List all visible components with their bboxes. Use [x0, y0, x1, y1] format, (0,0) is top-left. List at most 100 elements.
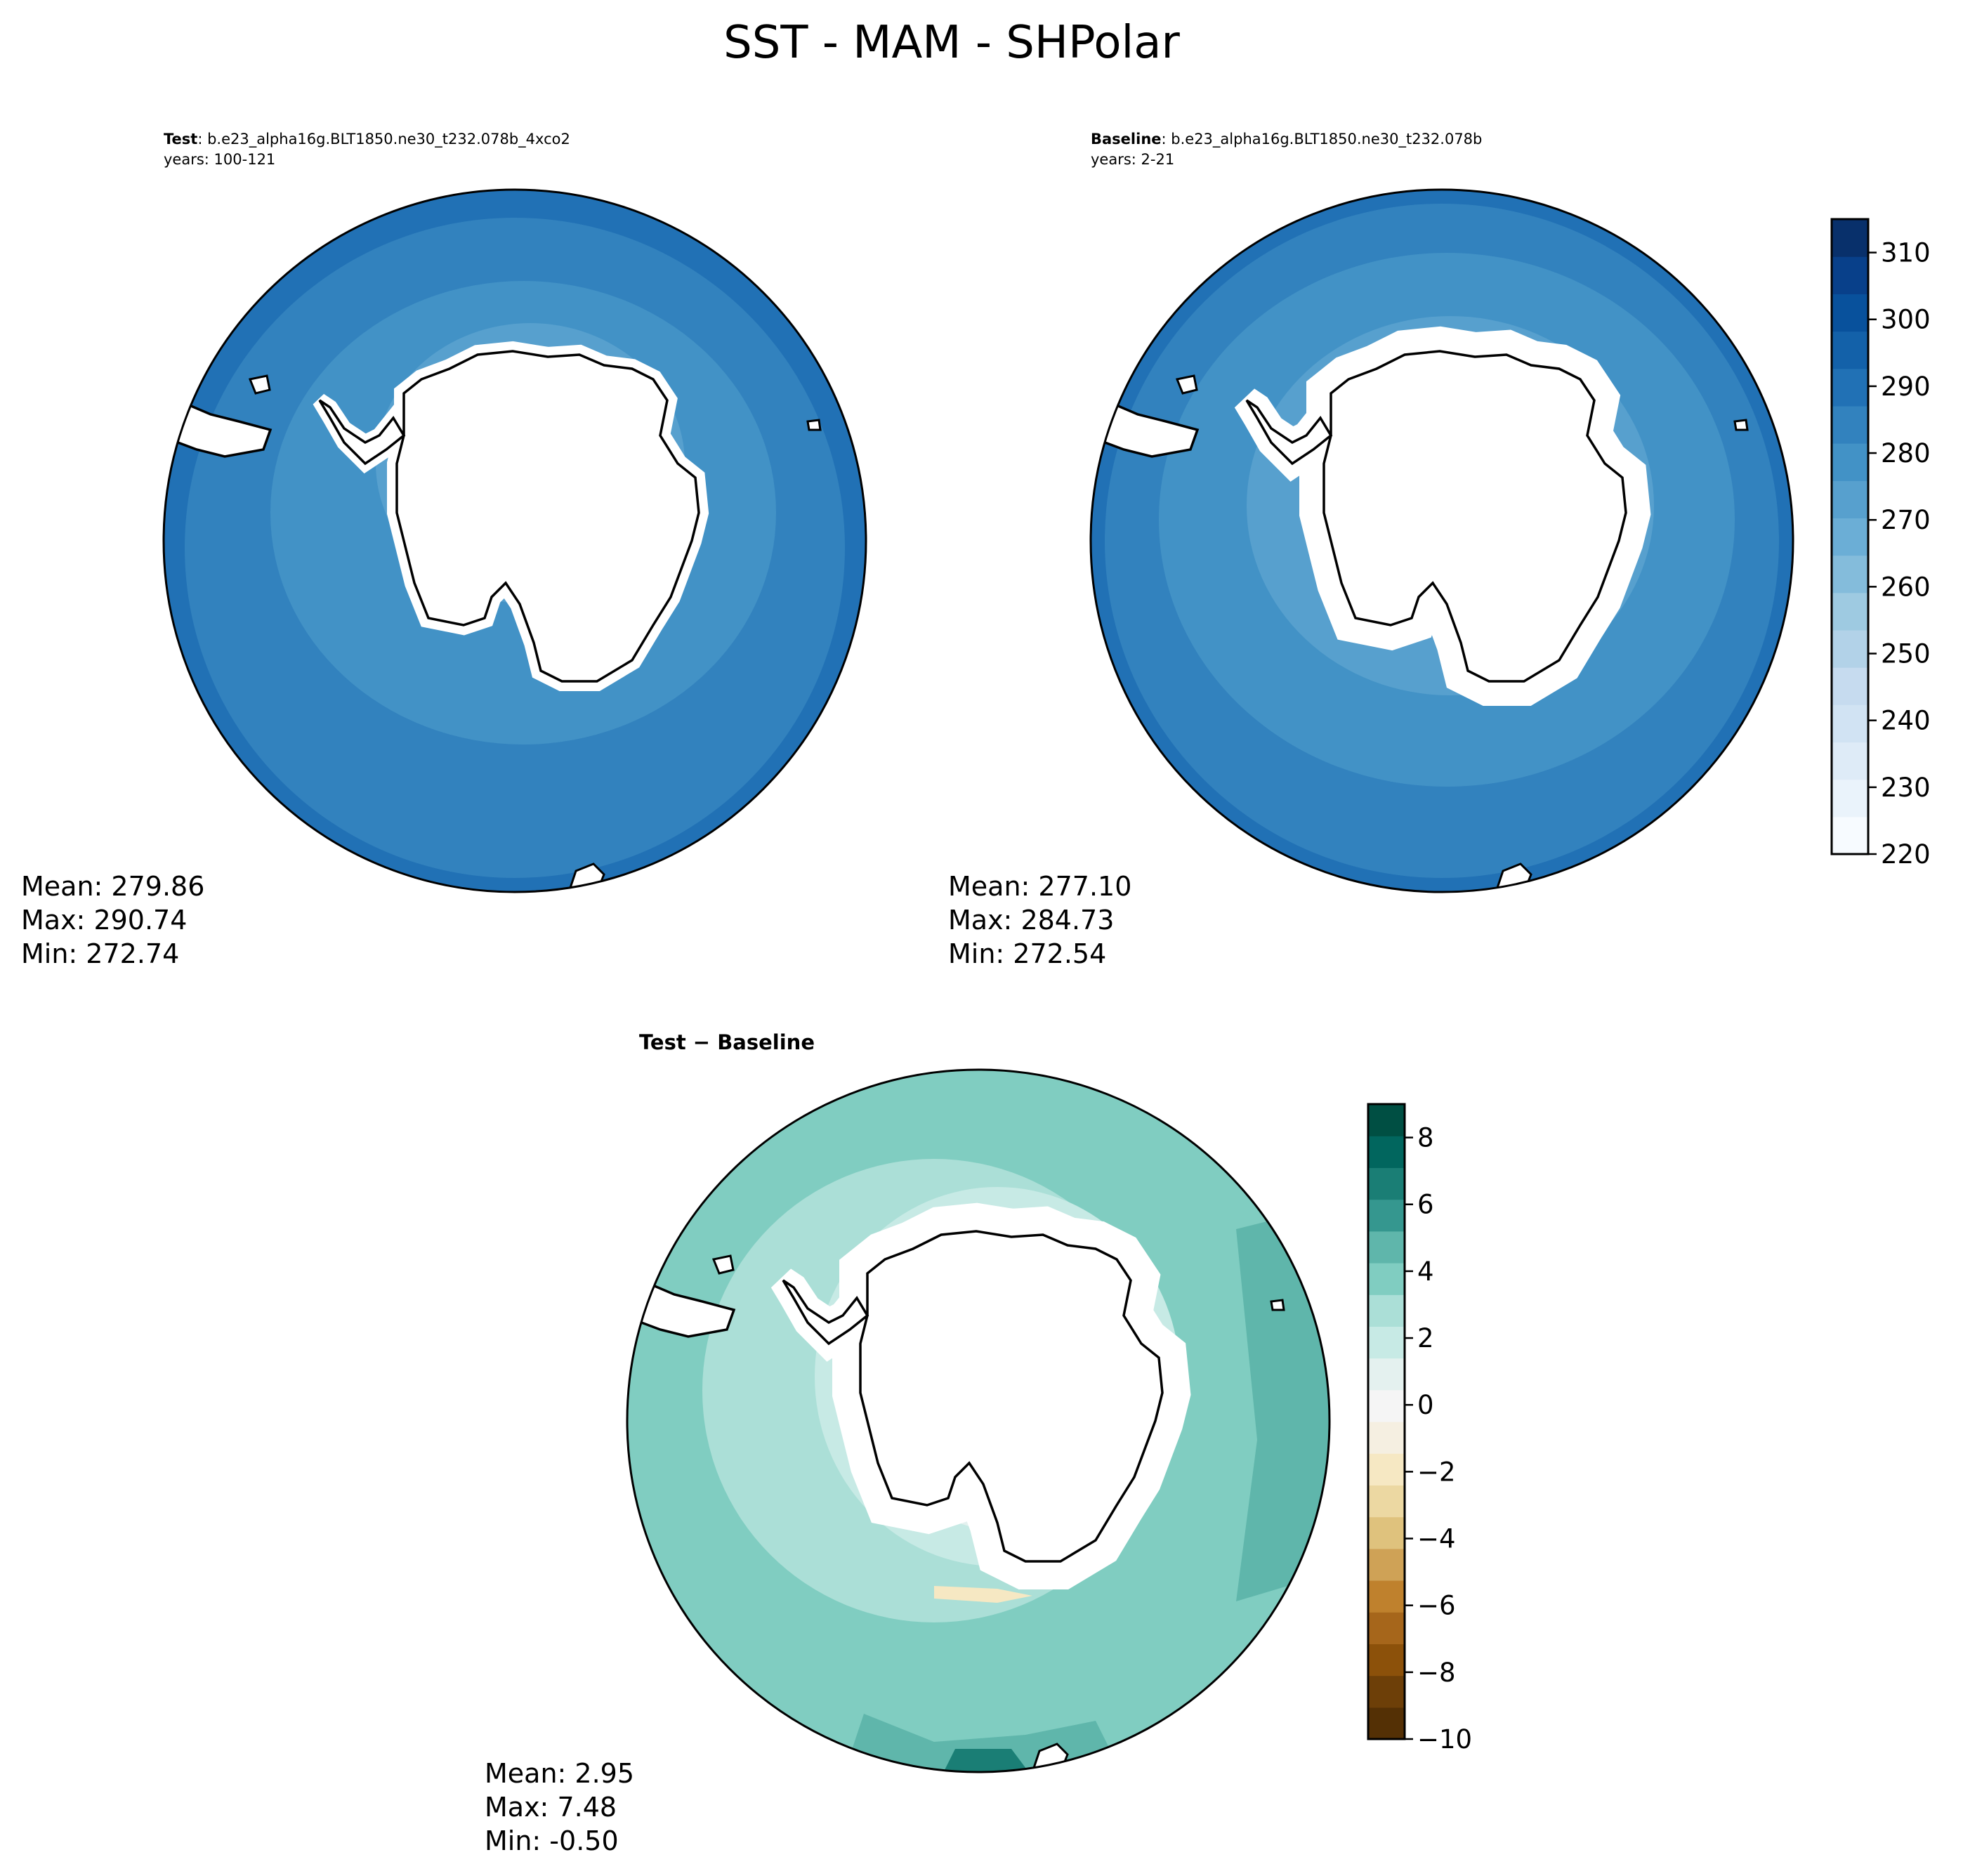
difference-stat-mean: Mean: 2.95	[485, 1758, 634, 1789]
sst-colorbar-segment	[1832, 779, 1868, 818]
sst-colorbar-segment	[1832, 480, 1868, 519]
test-panel: Test: b.e23_alpha16g.BLT1850.ne30_t232.0…	[21, 131, 867, 969]
sst-colorbar-segment	[1832, 294, 1868, 332]
sst-colorbar-segment	[1832, 667, 1868, 705]
test-stat-max: Max: 290.74	[21, 905, 187, 936]
baseline-case-header: Baseline: b.e23_alpha16g.BLT1850.ne30_t2…	[1091, 131, 1482, 148]
baseline-kerguelen	[1733, 419, 1749, 431]
difference-colorbar-segment	[1368, 1548, 1405, 1581]
sst-colorbar-segment	[1832, 368, 1868, 407]
difference-title-operator: −	[686, 1030, 718, 1054]
difference-colorbar-segment	[1368, 1707, 1405, 1740]
baseline-map-border	[1089, 188, 1794, 893]
difference-colorbar-segment	[1368, 1136, 1405, 1168]
test-map-border	[162, 188, 867, 893]
test-case-header: Test: b.e23_alpha16g.BLT1850.ne30_t232.0…	[164, 131, 570, 148]
difference-colorbar: −10 −8 −6 −4 −2 0 2 4 6 8	[1367, 1103, 1472, 1754]
sst-colorbar-segment	[1832, 592, 1868, 631]
sst-colorbar-segment	[1832, 256, 1868, 294]
sst-colorbar-tick-label: 270	[1881, 505, 1931, 535]
baseline-stat-max: Max: 284.73	[948, 905, 1114, 936]
sst-colorbar-segment	[1832, 704, 1868, 743]
difference-title: Test − Baseline	[639, 1030, 815, 1054]
difference-falklands	[711, 1254, 735, 1275]
difference-kerguelen	[1270, 1299, 1285, 1311]
difference-map	[627, 1070, 1330, 1772]
difference-colorbar-tick-label: 4	[1417, 1257, 1434, 1287]
difference-colorbar-segment	[1368, 1580, 1405, 1613]
test-stat-mean: Mean: 279.86	[21, 871, 204, 902]
difference-colorbar-tick-label: −8	[1417, 1658, 1456, 1688]
difference-colorbar-tick-label: −2	[1417, 1457, 1456, 1487]
sst-colorbar-tick-label: 220	[1881, 839, 1931, 870]
difference-map-border	[626, 1068, 1331, 1773]
difference-colorbar-segment	[1368, 1167, 1405, 1200]
baseline-case-name: : b.e23_alpha16g.BLT1850.ne30_t232.078b	[1162, 131, 1483, 148]
baseline-stat-min: Min: 272.54	[948, 938, 1106, 969]
sst-colorbar-frame	[1830, 218, 1870, 855]
test-falklands	[248, 374, 271, 395]
difference-title-baseline: Baseline	[717, 1030, 815, 1054]
sst-colorbar-tick-label: 280	[1881, 438, 1931, 468]
sst-colorbar-segment	[1832, 518, 1868, 556]
test-years: years: 100-121	[164, 151, 275, 168]
difference-colorbar-segment	[1368, 1231, 1405, 1264]
test-map	[164, 190, 866, 892]
sst-colorbar-segment	[1832, 219, 1868, 257]
difference-colorbar-segment	[1368, 1389, 1405, 1422]
sst-colorbar-segment	[1832, 816, 1868, 855]
sst-colorbar-tick-label: 230	[1881, 773, 1931, 803]
baseline-years: years: 2-21	[1091, 151, 1174, 168]
difference-colorbar-tick-label: 6	[1417, 1190, 1434, 1220]
difference-panel: Test − Baseline Mean: 2.95 Max: 7.	[485, 1030, 1331, 1856]
baseline-map	[1091, 190, 1793, 892]
sst-colorbar-segment	[1832, 629, 1868, 668]
difference-colorbar-segment	[1368, 1263, 1405, 1295]
difference-colorbar-segment	[1368, 1675, 1405, 1708]
difference-colorbar-tick-label: −6	[1417, 1591, 1456, 1621]
sst-colorbar-segment	[1832, 405, 1868, 444]
sst-colorbar-tick-label: 250	[1881, 639, 1931, 669]
test-kerguelen	[806, 419, 822, 431]
difference-colorbar-segment	[1368, 1453, 1405, 1485]
baseline-label: Baseline	[1091, 131, 1162, 147]
difference-field-warm-patch	[934, 1586, 1032, 1603]
difference-colorbar-segment	[1368, 1199, 1405, 1232]
baseline-panel: Baseline: b.e23_alpha16g.BLT1850.ne30_t2…	[948, 131, 1794, 969]
difference-colorbar-frame	[1367, 1103, 1406, 1740]
baseline-falklands	[1175, 374, 1198, 395]
difference-colorbar-segment	[1368, 1422, 1405, 1454]
difference-colorbar-segment	[1368, 1516, 1405, 1549]
test-label: Test	[164, 131, 197, 147]
figure-title: SST - MAM - SHPolar	[723, 17, 1180, 69]
difference-stat-max: Max: 7.48	[485, 1792, 617, 1823]
sst-colorbar-segment	[1832, 443, 1868, 481]
sst-colorbar: 220 230 240 250 260 270 280 290 300 310	[1830, 218, 1931, 870]
difference-colorbar-segment	[1368, 1485, 1405, 1518]
difference-colorbar-tick-label: −10	[1417, 1724, 1472, 1754]
difference-colorbar-segment	[1368, 1644, 1405, 1677]
sst-colorbar-segment	[1832, 331, 1868, 369]
difference-colorbar-segment	[1368, 1358, 1405, 1391]
difference-colorbar-tick-label: 2	[1417, 1323, 1434, 1353]
difference-colorbar-tick-label: 0	[1417, 1390, 1434, 1420]
sst-colorbar-segment	[1832, 742, 1868, 780]
difference-colorbar-tick-label: −4	[1417, 1524, 1456, 1554]
sst-colorbar-tick-label: 310	[1881, 238, 1931, 268]
sst-colorbar-tick-label: 290	[1881, 372, 1931, 402]
difference-colorbar-segment	[1368, 1104, 1405, 1136]
sst-colorbar-segment	[1832, 555, 1868, 593]
sst-colorbar-tick-label: 240	[1881, 706, 1931, 736]
sst-colorbar-tick-label: 300	[1881, 305, 1931, 335]
test-stat-min: Min: 272.74	[21, 938, 179, 969]
difference-colorbar-segment	[1368, 1612, 1405, 1644]
difference-title-test: Test	[639, 1030, 686, 1054]
difference-stat-min: Min: -0.50	[485, 1825, 619, 1856]
difference-colorbar-segment	[1368, 1294, 1405, 1327]
difference-colorbar-tick-label: 8	[1417, 1123, 1434, 1153]
difference-colorbar-segment	[1368, 1326, 1405, 1359]
baseline-stat-mean: Mean: 277.10	[948, 871, 1131, 902]
test-case-name: : b.e23_alpha16g.BLT1850.ne30_t232.078b_…	[197, 131, 570, 148]
sst-colorbar-tick-label: 260	[1881, 572, 1931, 602]
